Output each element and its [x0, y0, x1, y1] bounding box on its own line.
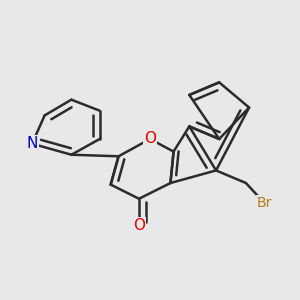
Text: O: O: [133, 218, 145, 233]
Text: Br: Br: [257, 196, 272, 211]
Text: O: O: [144, 131, 156, 146]
Text: N: N: [26, 136, 38, 151]
